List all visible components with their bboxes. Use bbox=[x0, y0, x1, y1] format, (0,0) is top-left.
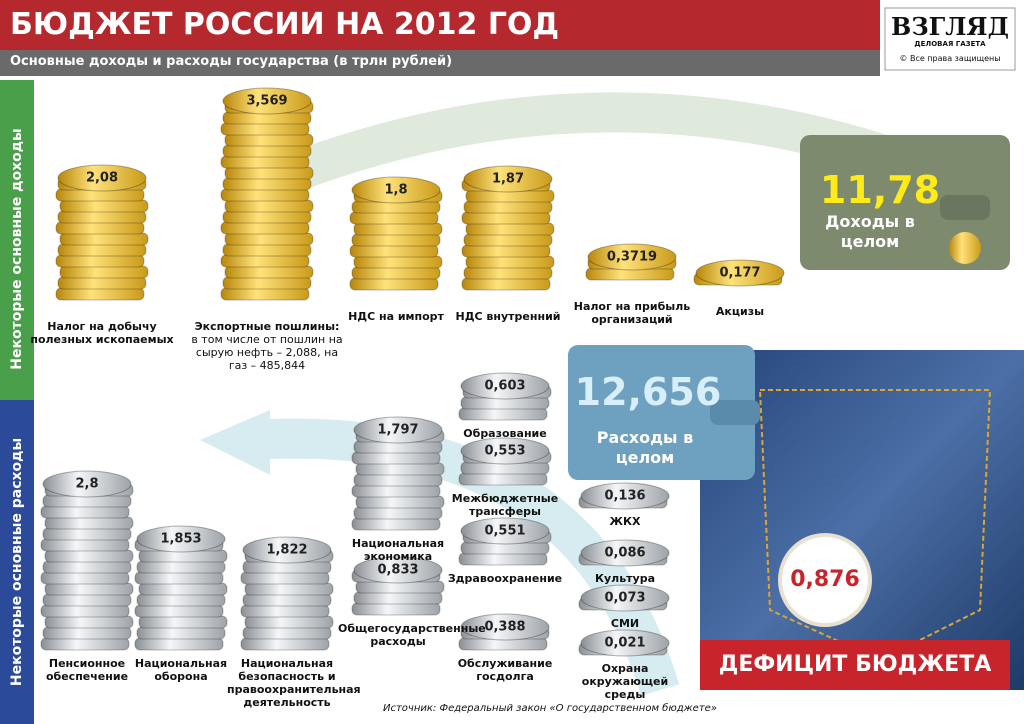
total-value: 12,656 bbox=[574, 370, 722, 414]
deficit-box bbox=[700, 640, 1010, 690]
item-label: Культура bbox=[594, 572, 656, 585]
coin-value: 1,822 bbox=[266, 543, 307, 558]
deficit-value: 0,876 bbox=[790, 567, 860, 592]
total-label: Расходы в целом bbox=[596, 428, 694, 467]
item-label: СМИ bbox=[610, 617, 640, 630]
coin-stack bbox=[458, 372, 552, 421]
item-label: НДС внутренний bbox=[455, 310, 561, 323]
coin-value: 0,021 bbox=[604, 636, 645, 651]
wallet-clasp bbox=[710, 400, 760, 425]
coin-stack bbox=[349, 176, 443, 291]
coin-value: 0,388 bbox=[484, 620, 525, 635]
wallet-clasp bbox=[940, 195, 990, 220]
expense-wallet bbox=[568, 345, 755, 480]
expense-arrow bbox=[248, 418, 680, 696]
coin-stack bbox=[40, 470, 134, 651]
coin-value: 1,853 bbox=[160, 532, 201, 547]
coin-value: 0,136 bbox=[604, 489, 645, 504]
coin-stack bbox=[55, 164, 149, 301]
coin-value: 0,553 bbox=[484, 444, 525, 459]
coin-stack bbox=[578, 482, 670, 510]
logo-name: ВЗГЛЯД bbox=[891, 12, 1009, 41]
coin-value: 1,797 bbox=[377, 423, 418, 438]
pocket-stitch bbox=[758, 389, 992, 662]
coin-value: 1,8 bbox=[384, 183, 407, 198]
coin-stack bbox=[578, 584, 670, 612]
total-value: 11,78 bbox=[819, 168, 941, 212]
coin-value: 0,833 bbox=[377, 563, 418, 578]
item-label: Образование bbox=[463, 427, 547, 440]
coin-stack bbox=[240, 536, 334, 651]
coin-stack bbox=[693, 259, 785, 287]
title-bar bbox=[0, 0, 880, 50]
expense-arrow-head bbox=[200, 410, 270, 475]
source: Источник: Федеральный закон «О государст… bbox=[383, 703, 717, 714]
income-side-bar bbox=[0, 80, 34, 400]
subtitle: Основные доходы и расходы государства (в… bbox=[10, 54, 453, 69]
deficit-circle bbox=[778, 533, 872, 627]
item-label: Национальная безопасность и правоохранит… bbox=[227, 657, 361, 709]
coin-stack bbox=[134, 525, 228, 651]
subtitle-bar bbox=[0, 50, 880, 76]
title: БЮДЖЕТ РОССИИ НА 2012 ГОД bbox=[10, 7, 560, 42]
coin-stack bbox=[578, 539, 670, 567]
item-label: Здравоохранение bbox=[447, 572, 563, 585]
coin-value: 3,569 bbox=[246, 94, 287, 109]
item-label: Межбюджетные трансферы bbox=[451, 492, 559, 518]
item-label: Экспортные пошлины: в том числе от пошлин… bbox=[187, 320, 347, 372]
item-label: Общегосударственные расходы bbox=[338, 622, 486, 648]
item-label: Акцизы bbox=[715, 305, 765, 318]
expense-side-bar bbox=[0, 400, 34, 724]
coin-stack bbox=[578, 629, 670, 657]
item-label: Налог на добычу полезных ископаемых bbox=[30, 320, 174, 346]
item-label: Национальная оборона bbox=[134, 657, 228, 683]
logo-box bbox=[884, 7, 1016, 71]
coin-value: 1,87 bbox=[492, 172, 524, 187]
coin-stack bbox=[458, 613, 550, 651]
item-label: Обслуживание госдолга bbox=[457, 657, 553, 683]
coin-value: 0,3719 bbox=[607, 250, 657, 265]
coin-value: 0,086 bbox=[604, 546, 645, 561]
item-label: Налог на прибыль организаций bbox=[573, 300, 691, 326]
coin-value: 0,603 bbox=[484, 379, 525, 394]
coin-value: 2,8 bbox=[75, 477, 98, 492]
coin-stack bbox=[351, 416, 445, 531]
wallet-coin bbox=[949, 232, 981, 264]
side-label: Некоторые основные доходы bbox=[9, 128, 25, 370]
item-label: Национальная экономика bbox=[351, 537, 445, 563]
item-label: Пенсионное обеспечение bbox=[45, 657, 129, 683]
coin-value: 0,177 bbox=[719, 266, 760, 281]
item-label: Охрана окружающей среды bbox=[581, 662, 669, 701]
item-note: в том числе от пошлин на сырую нефть – 2… bbox=[191, 333, 343, 372]
deficit-label: ДЕФИЦИТ БЮДЖЕТА bbox=[718, 652, 992, 677]
logo-tagline: ДЕЛОВАЯ ГАЗЕТА bbox=[914, 40, 986, 48]
item-label: НДС на импорт bbox=[348, 310, 444, 323]
coin-stack bbox=[585, 243, 677, 281]
coin-stack bbox=[461, 165, 555, 291]
logo-rights: © Все права защищены bbox=[899, 54, 1001, 63]
coin-value: 2,08 bbox=[86, 171, 118, 186]
coin-stack bbox=[351, 556, 445, 616]
item-label: ЖКХ bbox=[609, 515, 641, 528]
coin-stack bbox=[458, 437, 552, 486]
coin-stack bbox=[220, 87, 314, 301]
coin-value: 0,073 bbox=[604, 591, 645, 606]
coin-value: 0,551 bbox=[484, 524, 525, 539]
coin-stack bbox=[458, 517, 552, 566]
total-label: Доходы в целом bbox=[825, 212, 915, 251]
